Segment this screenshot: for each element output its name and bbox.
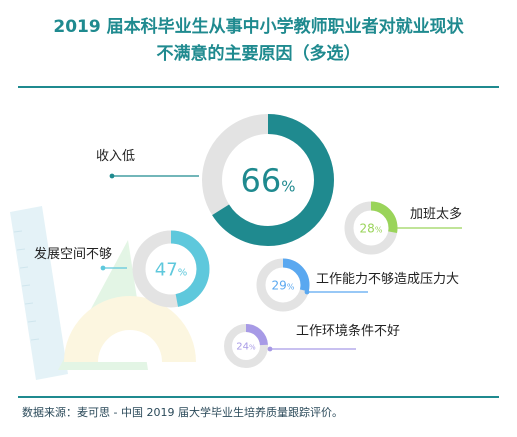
value-label-item-1: 66%: [241, 162, 296, 200]
category-label-item-1: 收入低: [96, 149, 135, 164]
category-label-item-5: 工作环境条件不好: [296, 323, 400, 339]
donut-arc-item-5: [224, 324, 268, 368]
value-label-item-5: 24%: [236, 342, 256, 353]
category-label-item-2: 发展空间不够: [34, 246, 112, 262]
value-unit-item-1: %: [281, 178, 295, 196]
chart-title: 2019 届本科毕业生从事中小学教师职业者对就业现状 不满意的主要原因（多选）: [0, 14, 517, 68]
ruler-illustration: [10, 206, 196, 380]
value-label-item-3: 28%: [360, 221, 383, 235]
leader-dot-item-5: [267, 346, 273, 352]
leader-dot-item-2: [100, 265, 106, 271]
leader-dot-item-1: [109, 173, 115, 179]
value-number-item-5: 24: [236, 342, 249, 353]
title-line-2: 不满意的主要原因（多选）: [156, 44, 361, 64]
value-unit-item-2: %: [178, 267, 188, 278]
value-number-item-3: 28: [360, 221, 375, 235]
top-divider: [18, 86, 499, 88]
value-label-item-2: 47%: [155, 259, 187, 280]
value-number-item-1: 66: [241, 162, 282, 200]
donut-arc-item-4: [256, 258, 310, 312]
value-unit-item-3: %: [375, 225, 383, 234]
category-label-item-3: 加班太多: [410, 206, 462, 222]
leader-dot-item-4: [304, 289, 310, 295]
title-line-1: 2019 届本科毕业生从事中小学教师职业者对就业现状: [53, 17, 464, 37]
donut-arc-item-2: [132, 230, 210, 308]
value-number-item-4: 29: [272, 278, 287, 292]
value-unit-item-5: %: [249, 344, 256, 352]
value-label-item-4: 29%: [272, 278, 295, 292]
value-number-item-2: 47: [155, 259, 178, 280]
value-unit-item-4: %: [287, 282, 295, 291]
leader-dot-item-3: [392, 225, 398, 231]
bottom-divider: [18, 396, 499, 398]
category-label-item-4: 工作能力不够造成压力大: [316, 272, 459, 287]
donut-arc-item-1: [202, 114, 334, 246]
source-note: 数据来源：麦可思 - 中国 2019 届大学毕业生培养质量跟踪评价。: [22, 406, 343, 419]
